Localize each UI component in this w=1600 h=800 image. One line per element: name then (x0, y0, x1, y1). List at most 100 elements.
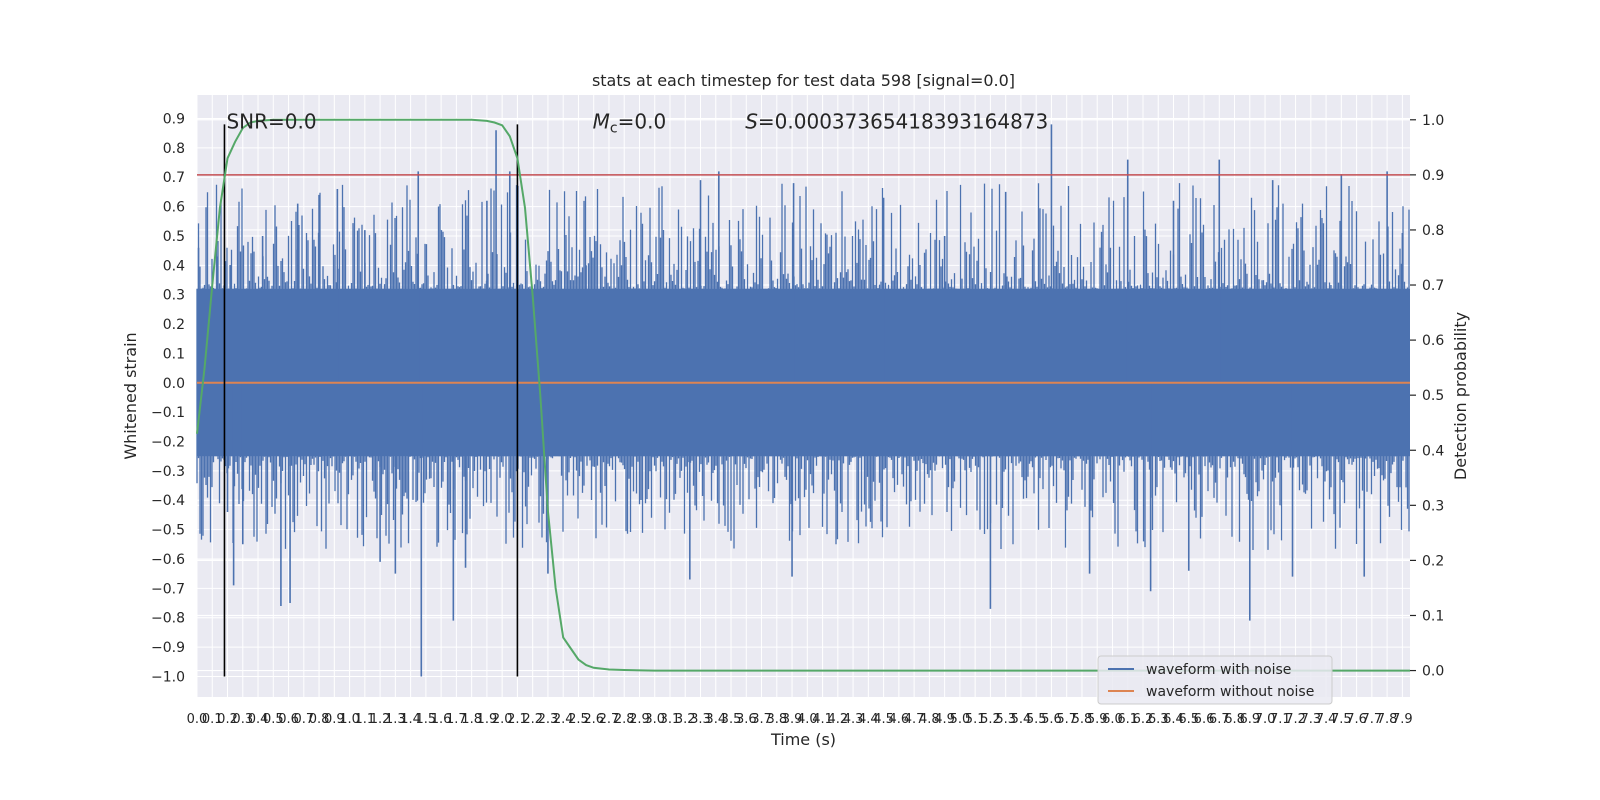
chart-lines (196, 118, 1410, 677)
x-tick-label: 0.5 (263, 712, 284, 727)
y-axis-right-label: Detection probability (1451, 312, 1470, 480)
x-tick-label: 6.1 (1117, 712, 1138, 727)
x-tick-label: 1.1 (354, 712, 375, 727)
x-tick-label: 5.2 (980, 712, 1001, 727)
x-tick-label: 6.2 (1133, 712, 1154, 727)
x-tick-label: 1.2 (370, 712, 391, 727)
x-tick-label: 0.4 (248, 712, 269, 727)
x-tick-label: 0.1 (202, 712, 223, 727)
y-right-tick-label: 0.9 (1422, 168, 1444, 184)
x-tick-label: 1.7 (446, 712, 467, 727)
x-tick-label: 0.3 (232, 712, 253, 727)
mc-annotation: Mc=0.0 (593, 109, 667, 136)
y-right-tick-label: 0.7 (1422, 278, 1444, 294)
x-tick-label: 7.1 (1270, 712, 1291, 727)
x-tick-label: 6.0 (1102, 712, 1123, 727)
x-tick-label: 6.3 (1148, 712, 1169, 727)
x-tick-label: 5.7 (1056, 712, 1077, 727)
y-tick-label: 0.6 (163, 200, 185, 216)
y-tick-label: −0.6 (151, 552, 185, 568)
x-tick-label: 5.5 (1026, 712, 1047, 727)
y-right-tick-label: 0.5 (1422, 388, 1444, 404)
y-tick-label: −0.7 (151, 581, 185, 597)
x-tick-label: 2.5 (568, 712, 589, 727)
x-tick-label: 3.1 (660, 712, 681, 727)
x-tick-label: 3.2 (675, 712, 696, 727)
y-tick-label: −0.2 (151, 435, 185, 451)
x-tick-label: 7.9 (1392, 712, 1413, 727)
x-tick-label: 4.6 (889, 712, 910, 727)
y-right-tick-label: 0.1 (1422, 608, 1444, 624)
x-axis: 0.00.10.20.30.40.50.60.70.80.91.01.11.21… (187, 712, 1413, 727)
y-tick-label: 0.2 (163, 317, 185, 333)
x-tick-label: 1.0 (339, 712, 360, 727)
snr-annotation: SNR=0.0 (226, 109, 316, 133)
y-right-tick-label: 0.3 (1422, 498, 1444, 514)
s-value: =0.00037365418393164873 (758, 109, 1048, 133)
x-tick-label: 1.3 (385, 712, 406, 727)
legend-label-noise: waveform with noise (1146, 662, 1291, 678)
x-tick-label: 6.6 (1194, 712, 1215, 727)
y-tick-label: 0.0 (163, 376, 185, 392)
x-tick-label: 5.1 (965, 712, 986, 727)
y-tick-label: 0.7 (163, 170, 185, 186)
x-tick-label: 0.8 (309, 712, 330, 727)
x-tick-label: 3.8 (766, 712, 787, 727)
x-tick-label: 3.6 (736, 712, 757, 727)
s-symbol: S (745, 109, 758, 133)
x-tick-label: 0.6 (278, 712, 299, 727)
x-axis-label: Time (s) (770, 730, 836, 749)
x-tick-label: 4.8 (919, 712, 940, 727)
x-tick-label: 2.9 (629, 712, 650, 727)
x-tick-label: 5.8 (1072, 712, 1093, 727)
x-tick-label: 3.3 (690, 712, 711, 727)
y-right-tick-label: 0.6 (1422, 333, 1444, 349)
y-right-tick-label: 1.0 (1422, 113, 1444, 129)
y-tick-label: −1.0 (151, 669, 185, 685)
x-tick-label: 2.6 (583, 712, 604, 727)
x-tick-label: 4.9 (934, 712, 955, 727)
y-tick-label: −0.5 (151, 523, 185, 539)
x-tick-label: 5.3 (995, 712, 1016, 727)
x-tick-label: 4.0 (797, 712, 818, 727)
y-tick-label: 0.4 (163, 258, 185, 274)
x-tick-label: 7.2 (1285, 712, 1306, 727)
x-tick-label: 7.7 (1362, 712, 1383, 727)
x-tick-label: 7.5 (1331, 712, 1352, 727)
x-tick-label: 7.0 (1255, 712, 1276, 727)
mc-symbol: M (593, 109, 610, 133)
x-tick-label: 5.9 (1087, 712, 1108, 727)
x-tick-label: 6.5 (1178, 712, 1199, 727)
x-tick-label: 0.7 (293, 712, 314, 727)
y-tick-label: 0.8 (163, 141, 185, 157)
x-tick-label: 6.4 (1163, 712, 1184, 727)
x-tick-label: 5.6 (1041, 712, 1062, 727)
y-right-tick-label: 0.8 (1422, 223, 1444, 239)
x-tick-label: 2.4 (553, 712, 574, 727)
y-right-tick-label: 0.0 (1422, 664, 1444, 680)
x-tick-label: 4.4 (858, 712, 879, 727)
y-tick-label: 0.1 (163, 346, 185, 362)
x-tick-label: 3.4 (705, 712, 726, 727)
legend: waveform with noise waveform without noi… (1097, 655, 1333, 705)
x-tick-label: 1.8 (461, 712, 482, 727)
x-tick-label: 7.6 (1346, 712, 1367, 727)
x-tick-label: 4.1 (812, 712, 833, 727)
x-tick-label: 1.6 (431, 712, 452, 727)
x-tick-label: 4.3 (843, 712, 864, 727)
y-tick-label: −0.9 (151, 640, 185, 656)
x-tick-label: 7.8 (1377, 712, 1398, 727)
y-tick-label: 0.9 (163, 111, 185, 127)
x-tick-label: 1.4 (400, 712, 421, 727)
x-tick-label: 2.1 (507, 712, 528, 727)
y-tick-label: 0.3 (163, 288, 185, 304)
s-annotation: S=0.00037365418393164873 (745, 109, 1048, 133)
x-tick-label: 2.8 (614, 712, 635, 727)
mc-value: =0.0 (618, 109, 667, 133)
y-tick-label: −0.3 (151, 464, 185, 480)
x-tick-label: 3.9 (782, 712, 803, 727)
y-axis-label: Whitened strain (121, 332, 140, 459)
y-right-tick-label: 0.2 (1422, 553, 1444, 569)
mc-subscript: c (610, 120, 618, 136)
